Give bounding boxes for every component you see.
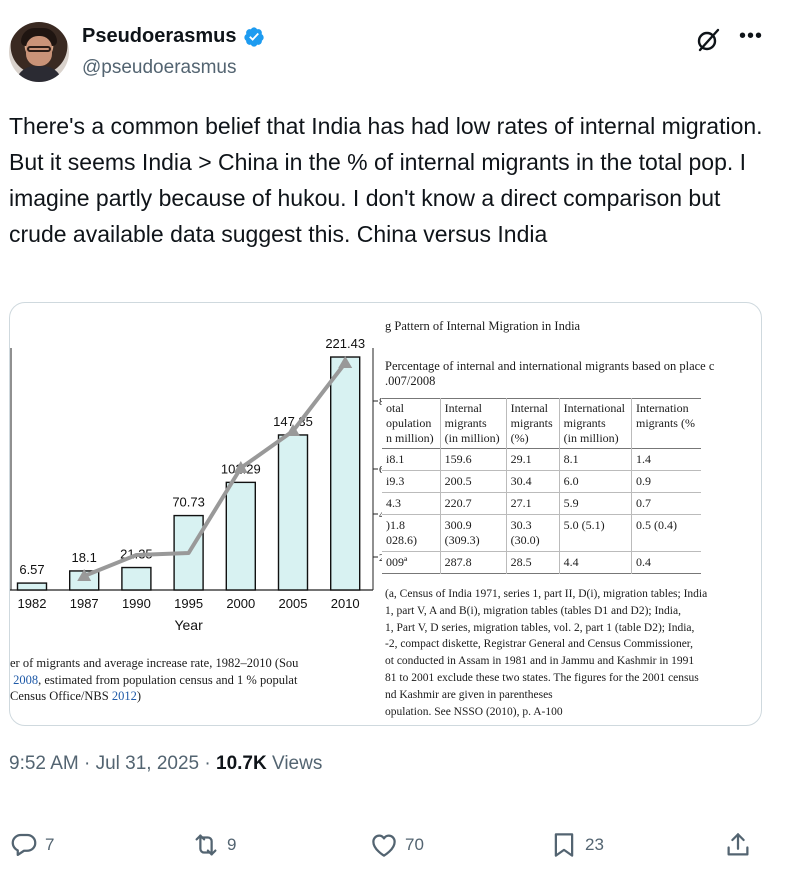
table-caption-line-1: Percentage of internal and international…	[385, 359, 715, 373]
bookmark-count: 23	[585, 835, 604, 854]
chart-svg: 6.57198218.1198721.35199070.731995102.29…	[10, 336, 385, 633]
chart-value-label-1995: 70.73	[172, 495, 205, 510]
retweet-icon	[195, 834, 217, 856]
header-international-migrants-million: International migrants (in million)	[558, 398, 632, 449]
chart-bar-2000	[225, 481, 257, 591]
share-icon	[727, 833, 749, 856]
migration-table: otal opulation n million) Internal migrants…	[382, 398, 701, 574]
chart-value-label-2010: 221.43	[325, 336, 365, 351]
more-options-icon[interactable]: •••	[738, 25, 763, 47]
table-row: i8.1 159.6 29.1 8.1 1.4	[382, 448, 701, 471]
table-note-line: -2, compact diskette, Registrar General …	[385, 638, 694, 651]
chart-bar-1982	[16, 582, 48, 591]
tweet-media[interactable]: 6.57198218.1198721.35199070.731995102.29…	[9, 302, 762, 726]
bookmark-icon	[554, 833, 574, 857]
tweet-text: There's a common belief that India has h…	[9, 113, 769, 247]
table-note-line: opulation. See NSSO (2010), p. A-100	[385, 705, 563, 718]
chart-caption-close: )	[136, 689, 142, 703]
india-migration-table-image: g Pattern of Internal Migration in India…	[382, 303, 761, 725]
table-note-line: 81 to 2001 exclude these two states. The…	[385, 671, 699, 684]
chart-x-axis-title: Year	[174, 617, 203, 633]
table-row: 009ª 287.8 28.5 4.4 0.4	[382, 551, 701, 574]
reply-button[interactable]: 7	[9, 830, 54, 860]
chart-caption-line-3: Census Office/NBS	[10, 689, 112, 703]
tweet-timestamp[interactable]: 9:52 AM · Jul 31, 2025 ·	[9, 753, 217, 774]
like-button[interactable]: 70	[369, 830, 424, 860]
like-count: 70	[405, 835, 424, 854]
table-header-row: otal opulation n million) Internal migrants…	[382, 398, 701, 449]
retweet-count: 9	[227, 835, 237, 854]
verified-badge-icon	[243, 26, 264, 47]
table-notes: (a, Census of India 1971, series 1, part…	[385, 586, 707, 720]
table-title: g Pattern of Internal Migration in India	[385, 319, 581, 333]
reply-icon	[11, 833, 37, 856]
table-row: 4.3 220.7 27.1 5.9 0.7	[382, 492, 701, 515]
chart-tick-label-1987: 1987	[70, 596, 99, 611]
chart-caption-line-1: er of migrants and average increase rate…	[10, 656, 299, 670]
chart-caption: er of migrants and average increase rate…	[10, 655, 298, 705]
table-note-line: (a, Census of India 1971, series 1, part…	[385, 588, 708, 600]
chart-tick-label-1982: 1982	[18, 596, 47, 611]
tweet-meta: 9:52 AM · Jul 31, 2025 · 10.7K Views	[9, 753, 322, 775]
chart-bar-2010	[330, 356, 361, 591]
chart-rate-marker	[233, 461, 248, 473]
header-internal-migrants-percent: Internal migrants (%)	[505, 398, 560, 449]
tweet-header: Pseudoerasmus @pseudoerasmus •••	[9, 20, 777, 84]
header-internal-migrants-million: Internal migrants (in million)	[439, 398, 507, 449]
share-button[interactable]	[723, 830, 753, 860]
table-row: )1.8 028.6) 300.9 (309.3) 30.3 (30.0) 5.0 (…	[382, 514, 701, 552]
display-name[interactable]: Pseudoerasmus	[82, 25, 237, 47]
like-icon	[372, 834, 396, 857]
chart-bar-2005	[277, 434, 309, 591]
chart-caption-line-2: , estimated from population census and 1…	[38, 672, 298, 687]
table-caption: Percentage of internal and international…	[385, 359, 714, 389]
header-total-population: otal opulation n million)	[386, 401, 434, 445]
retweet-button[interactable]: 9	[191, 830, 236, 860]
table-row: i9.3 200.5 30.4 6.0 0.9	[382, 470, 701, 493]
chart-rate-line	[83, 361, 347, 578]
bookmark-button[interactable]: 23	[549, 830, 604, 860]
action-bar: 7 9 70 23	[9, 826, 777, 866]
chart-value-label-1987: 18.1	[72, 550, 97, 565]
avatar[interactable]	[9, 22, 69, 82]
author-handle[interactable]: @pseudoerasmus	[82, 57, 237, 78]
chart-value-label-1982: 6.57	[19, 562, 44, 577]
header-international-migrants-percent: Internation migrants (%	[630, 398, 701, 449]
chart-tick-label-1995: 1995	[174, 596, 203, 611]
migrants-bar-chart: 6.57198218.1198721.35199070.731995102.29…	[10, 303, 385, 725]
chart-bar-1990	[121, 566, 152, 591]
chart-rate-marker	[286, 424, 300, 436]
table-caption-line-2: .007/2008	[385, 374, 436, 388]
author-name-row: Pseudoerasmus	[82, 25, 265, 48]
chart-tick-label-2005: 2005	[279, 596, 308, 611]
grok-icon[interactable]	[695, 27, 721, 53]
chart-rate-marker	[77, 569, 92, 581]
table-note-line: 1, Part V, D series, migration tables, v…	[385, 621, 695, 634]
table-note-line: nd Kashmir are given in parentheses	[385, 688, 553, 701]
views-label: Views	[266, 753, 323, 774]
chart-caption-ref-2[interactable]: 2012	[111, 689, 137, 703]
chart-tick-label-1990: 1990	[122, 596, 151, 611]
chart-right-tick-label: 2	[379, 552, 382, 564]
table-note-line: ot conducted in Assam in 1981 and in Jam…	[385, 655, 695, 668]
chart-tick-label-2000: 2000	[226, 596, 255, 611]
chart-tick-label-2010: 2010	[331, 596, 360, 611]
chart-rate-marker	[338, 356, 353, 368]
reply-count: 7	[45, 835, 55, 854]
chart-caption-ref-1[interactable]: 2008	[13, 672, 39, 687]
table-note-line: 1, part V, A and B(i), migration tables …	[385, 604, 681, 617]
views-count: 10.7K	[216, 753, 267, 774]
